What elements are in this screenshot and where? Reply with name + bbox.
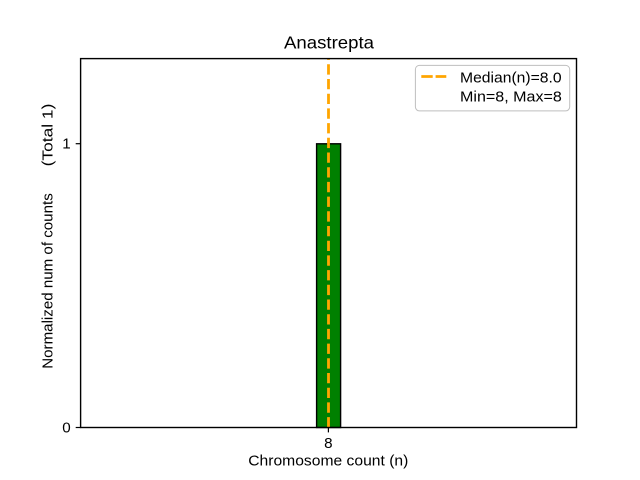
svg-text:8: 8 — [324, 435, 332, 452]
svg-text:0: 0 — [62, 420, 70, 437]
svg-text:Min=8, Max=8: Min=8, Max=8 — [460, 89, 562, 105]
svg-text:(Total 1): (Total 1) — [40, 104, 56, 167]
svg-text:Chromosome count (n): Chromosome count (n) — [248, 454, 408, 470]
svg-text:Anastrepta: Anastrepta — [284, 33, 374, 53]
svg-text:Normalized num of counts: Normalized num of counts — [40, 193, 56, 369]
svg-text:Median(n)=8.0: Median(n)=8.0 — [460, 70, 562, 86]
svg-text:1: 1 — [62, 135, 70, 152]
